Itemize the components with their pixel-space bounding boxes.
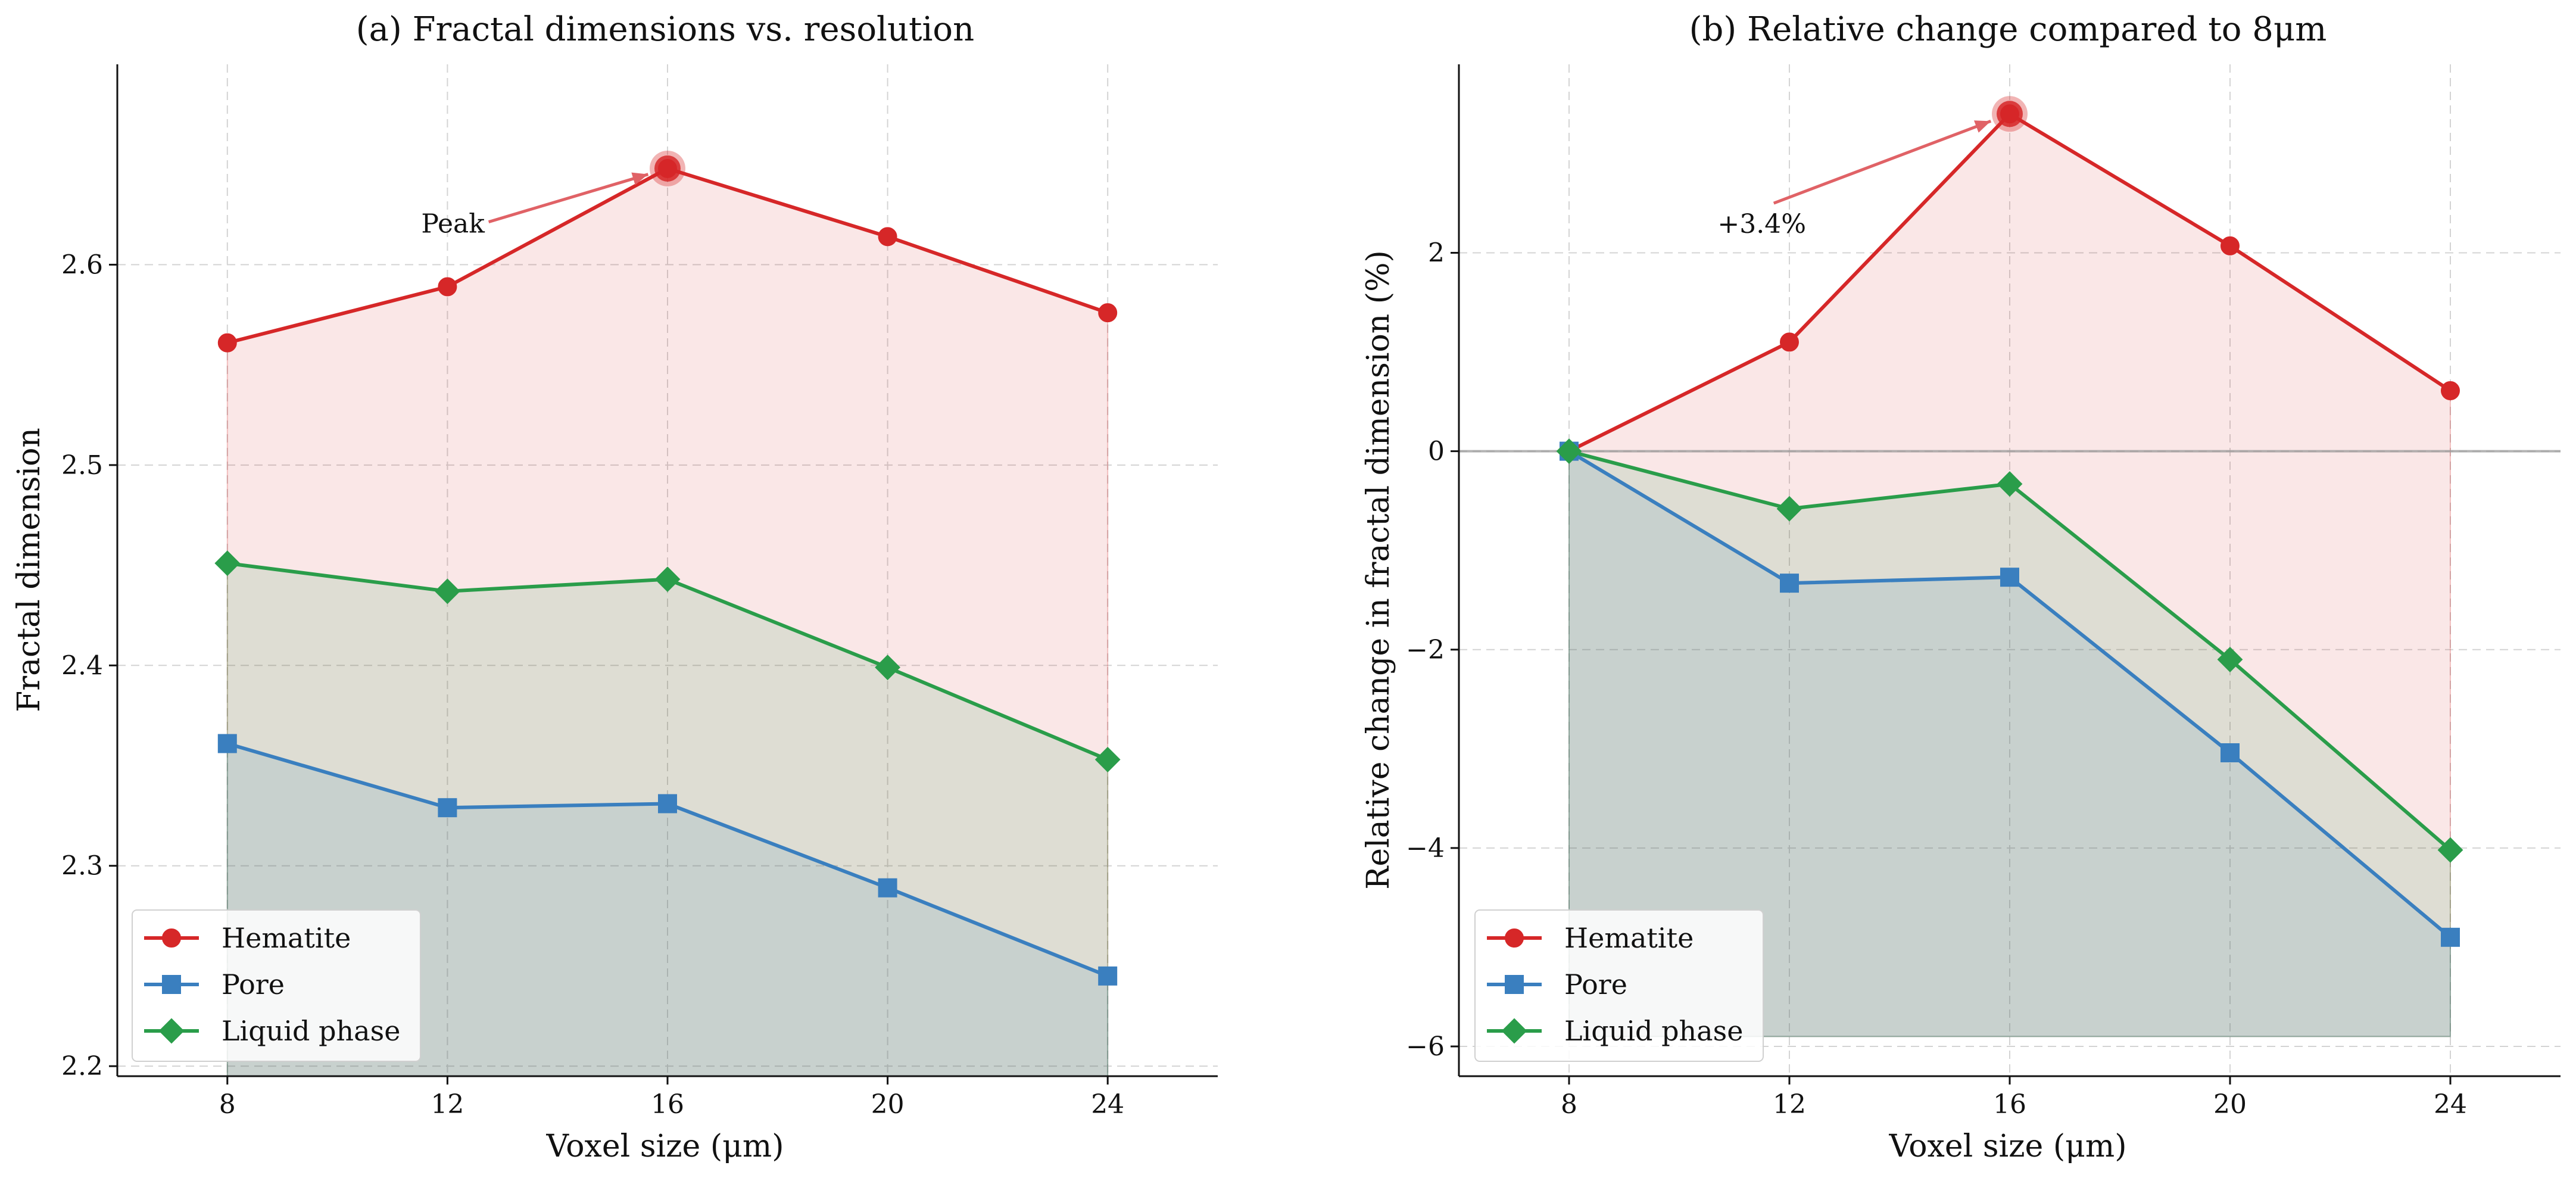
panel-a-y-tick-label-1: 2.3 bbox=[61, 851, 103, 881]
panel-b-annotation-arrowhead bbox=[1973, 120, 1991, 133]
panel-b-x-tick-label-24: 24 bbox=[2434, 1089, 2467, 1120]
panel-b-y-tick-label-3: 0 bbox=[1428, 437, 1445, 467]
panel-a-x-label: Voxel size (μm) bbox=[545, 1129, 784, 1164]
panel-a-pore-point-16 bbox=[658, 794, 677, 814]
panel-a-title: (a) Fractal dimensions vs. resolution bbox=[356, 10, 974, 49]
panel-b-liquid-phase-point-24 bbox=[2437, 837, 2463, 863]
panel-b-pore-point-20 bbox=[2221, 743, 2240, 762]
panel-b-legend: Hematite Pore Liquid phase bbox=[1474, 909, 1764, 1062]
panel-a-pore-point-12 bbox=[438, 798, 457, 818]
panel-b-pore-point-24 bbox=[2441, 927, 2460, 947]
panel-a-hematite-point-8 bbox=[217, 333, 237, 353]
panel-b-title: (b) Relative change compared to 8μm bbox=[1689, 10, 2327, 49]
panel-a-x-tick-label-20: 20 bbox=[871, 1089, 905, 1120]
panel-a-pore-point-24 bbox=[1098, 966, 1118, 986]
panel-a-x-ticks: 8 12 16 20 24 bbox=[219, 1076, 1124, 1120]
panel-a-fills bbox=[226, 167, 1109, 1077]
panel-a-legend-pore-marker bbox=[162, 975, 181, 994]
panel-a-y-label: Fractal dimension bbox=[11, 428, 47, 712]
panel-a-hematite-point-12 bbox=[438, 277, 457, 297]
panel-b-legend-box bbox=[1474, 909, 1764, 1062]
panel-a-legend-liquid-phase-label: Liquid phase bbox=[222, 1015, 400, 1047]
panel-b-x-tick-label-12: 12 bbox=[1773, 1089, 1806, 1120]
panel-b-hematite-point-24 bbox=[2441, 381, 2460, 401]
panel-a-hematite-point-24 bbox=[1098, 303, 1118, 323]
panel-a-liquid-phase-point-20 bbox=[875, 655, 901, 681]
panel-a-liquid-phase-point-12 bbox=[434, 578, 460, 604]
panel-b-liquid-phase-point-12 bbox=[1776, 496, 1802, 522]
panel-b-x-tick-label-8: 8 bbox=[1561, 1089, 1577, 1120]
panel-b-liquid-phase-point-20 bbox=[2217, 646, 2243, 672]
panel-b-x-tick-label-16: 16 bbox=[1993, 1089, 2026, 1120]
panel-b: (b) Relative change compared to 8μm +3.4… bbox=[1361, 10, 2561, 1164]
panel-b-hematite-point-12 bbox=[1780, 332, 1799, 352]
panel-a-liquid-phase-point-24 bbox=[1094, 747, 1121, 772]
panel-b-legend-hematite-marker bbox=[1505, 928, 1524, 948]
panel-a-hematite-point-20 bbox=[878, 227, 897, 247]
panel-b-liquid-phase-point-8 bbox=[1556, 438, 1582, 465]
panel-b-annotation: +3.4% bbox=[1717, 96, 2028, 239]
panel-a-annotation: Peak bbox=[421, 150, 685, 239]
panel-b-annotation-arrow bbox=[1773, 119, 1992, 205]
panel-a-annotation-label: Peak bbox=[421, 209, 485, 239]
panel-a-y-ticks: 2.2 2.3 2.4 2.5 2.6 bbox=[61, 250, 117, 1082]
panel-a-legend-hematite-marker bbox=[162, 928, 181, 948]
panel-b-y-tick-label-4: 2 bbox=[1428, 238, 1445, 268]
panel-b-legend-liquid-phase-marker bbox=[1501, 1018, 1527, 1044]
panel-a-annotation-arrowhead bbox=[631, 172, 648, 185]
panel-b-hematite-point-20 bbox=[2221, 236, 2240, 255]
panel-a-x-tick-label-24: 24 bbox=[1091, 1089, 1124, 1120]
panel-b-legend-liquid-phase-label: Liquid phase bbox=[1564, 1015, 1743, 1047]
panel-a: (a) Fractal dimensions vs. resolution Pe… bbox=[11, 10, 1218, 1164]
panel-a-y-tick-label-3: 2.5 bbox=[61, 450, 103, 481]
panel-a-y-tick-label-4: 2.6 bbox=[61, 250, 103, 280]
panel-a-y-tick-label-0: 2.2 bbox=[61, 1051, 103, 1082]
panel-a-x-tick-label-12: 12 bbox=[431, 1089, 464, 1120]
panel-a-legend-box bbox=[132, 909, 421, 1062]
panel-a-liquid-phase-point-16 bbox=[654, 566, 681, 593]
panel-b-pore-point-12 bbox=[1780, 574, 1799, 593]
panel-a-legend-hematite-label: Hematite bbox=[222, 922, 351, 954]
panel-b-liquid-phase-point-16 bbox=[1997, 471, 2023, 497]
panel-b-x-tick-label-20: 20 bbox=[2213, 1089, 2247, 1120]
panel-a-legend-liquid-phase-marker bbox=[158, 1018, 185, 1044]
panel-b-legend-hematite-label: Hematite bbox=[1564, 922, 1694, 954]
panel-b-y-label: Relative change in fractal dimension (%) bbox=[1361, 250, 1396, 890]
panel-a-legend: Hematite Pore Liquid phase bbox=[132, 909, 421, 1062]
panel-a-x-tick-label-16: 16 bbox=[651, 1089, 684, 1120]
panel-a-legend-pore-label: Pore bbox=[222, 968, 285, 1001]
panel-b-y-tick-label-2: −2 bbox=[1406, 635, 1445, 665]
panel-a-peak-marker bbox=[654, 155, 681, 182]
panel-a-liquid-phase-point-8 bbox=[214, 550, 241, 577]
panel-b-pore-point-16 bbox=[2000, 568, 2019, 587]
panel-a-y-tick-label-2: 2.4 bbox=[61, 650, 103, 681]
panel-b-y-ticks: −6 −4 −2 0 2 bbox=[1406, 238, 1459, 1062]
panel-a-annotation-arrow bbox=[488, 173, 649, 224]
panel-b-markers bbox=[1556, 104, 2463, 947]
panel-b-legend-pore-marker bbox=[1505, 975, 1524, 994]
panel-b-y-tick-label-1: −4 bbox=[1406, 833, 1445, 864]
panel-b-peak-marker bbox=[1997, 101, 2023, 127]
panel-b-legend-pore-label: Pore bbox=[1564, 968, 1627, 1001]
panel-a-pore-point-20 bbox=[878, 878, 897, 898]
panel-a-pore-point-8 bbox=[217, 734, 237, 753]
panel-b-x-ticks: 8 12 16 20 24 bbox=[1561, 1076, 2467, 1120]
panel-b-y-tick-label-0: −6 bbox=[1406, 1032, 1445, 1062]
panel-b-x-label: Voxel size (μm) bbox=[1888, 1129, 2126, 1164]
panel-a-grid bbox=[117, 64, 1218, 1076]
panel-b-annotation-label: +3.4% bbox=[1717, 209, 1806, 239]
panel-a-x-tick-label-8: 8 bbox=[219, 1089, 236, 1120]
